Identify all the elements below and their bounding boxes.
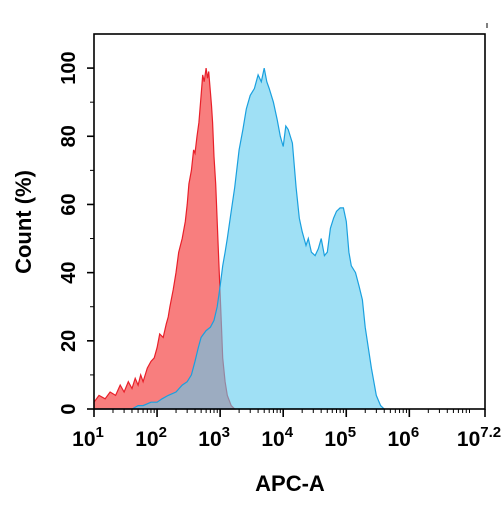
y-axis-title: Count (%) (11, 170, 36, 274)
series-layer (93, 67, 386, 410)
x-tick-label: 107.2 (457, 424, 501, 451)
x-tick-label: 102 (135, 424, 167, 451)
x-tick-label: 105 (324, 424, 356, 451)
y-tick-label: 0 (58, 403, 80, 414)
x-tick-label: 104 (261, 424, 293, 451)
y-tick-label: 100 (58, 51, 80, 84)
x-tick-label: 101 (72, 424, 104, 451)
y-tick-label: 60 (58, 193, 80, 215)
x-tick-label: 106 (387, 424, 419, 451)
x-tick-label: 103 (198, 424, 230, 451)
histogram-series-1 (93, 68, 237, 410)
y-tick-label: 40 (58, 262, 80, 284)
x-axis-title: APC-A (255, 471, 325, 496)
plot-frame (93, 33, 486, 410)
histogram-series-2 (94, 67, 386, 410)
y-tick-label: 80 (58, 125, 80, 147)
y-tick-label: 20 (58, 330, 80, 352)
axis-layer: 101 102 103 104 105 106 107.2 0 20 40 60 80 100 (58, 23, 501, 451)
